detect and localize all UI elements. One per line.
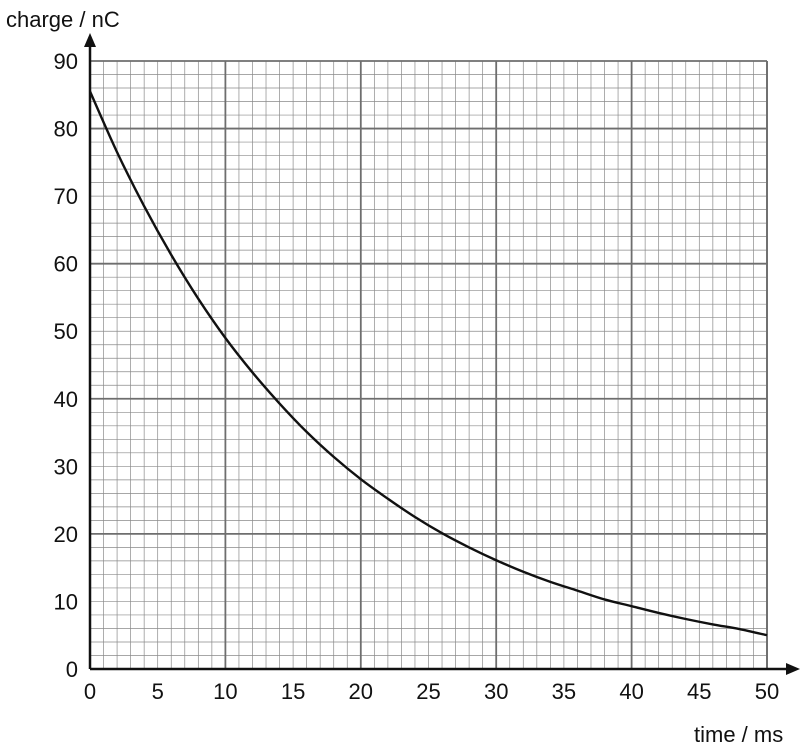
- y-tick-label: 60: [54, 252, 78, 277]
- tick-labels: 0 5 10 15 20 25 30 35 40 45 50 0 10 20 30 40 50 60 70 80 90: [54, 49, 780, 704]
- x-tick-label: 5: [152, 679, 164, 704]
- y-tick-label: 20: [54, 522, 78, 547]
- x-tick-label: 45: [687, 679, 711, 704]
- series-layer: [88, 90, 768, 637]
- x-tick-label: 0: [84, 679, 96, 704]
- y-tick-label: 80: [54, 117, 78, 142]
- x-tick-label: 15: [281, 679, 305, 704]
- x-tick-label: 10: [213, 679, 237, 704]
- axes: [84, 33, 800, 675]
- y-tick-label: 70: [54, 184, 78, 209]
- x-tick-label: 35: [552, 679, 576, 704]
- x-tick-label: 20: [349, 679, 373, 704]
- y-tick-label: 40: [54, 387, 78, 412]
- x-axis-arrowhead: [786, 663, 800, 675]
- x-tick-label: 25: [416, 679, 440, 704]
- x-tick-label: 50: [755, 679, 779, 704]
- y-axis-arrowhead: [84, 33, 96, 47]
- y-axis-label: charge / nC: [6, 7, 120, 32]
- y-tick-label: 30: [54, 454, 78, 479]
- y-tick-label: 90: [54, 49, 78, 74]
- x-axis-label: time / ms: [694, 722, 783, 747]
- y-tick-label: 0: [66, 657, 78, 682]
- x-tick-label: 30: [484, 679, 508, 704]
- y-tick-label: 50: [54, 319, 78, 344]
- series-line: [88, 90, 768, 637]
- y-tick-label: 10: [54, 589, 78, 614]
- x-tick-label: 40: [619, 679, 643, 704]
- minor-gridlines: [90, 60, 767, 669]
